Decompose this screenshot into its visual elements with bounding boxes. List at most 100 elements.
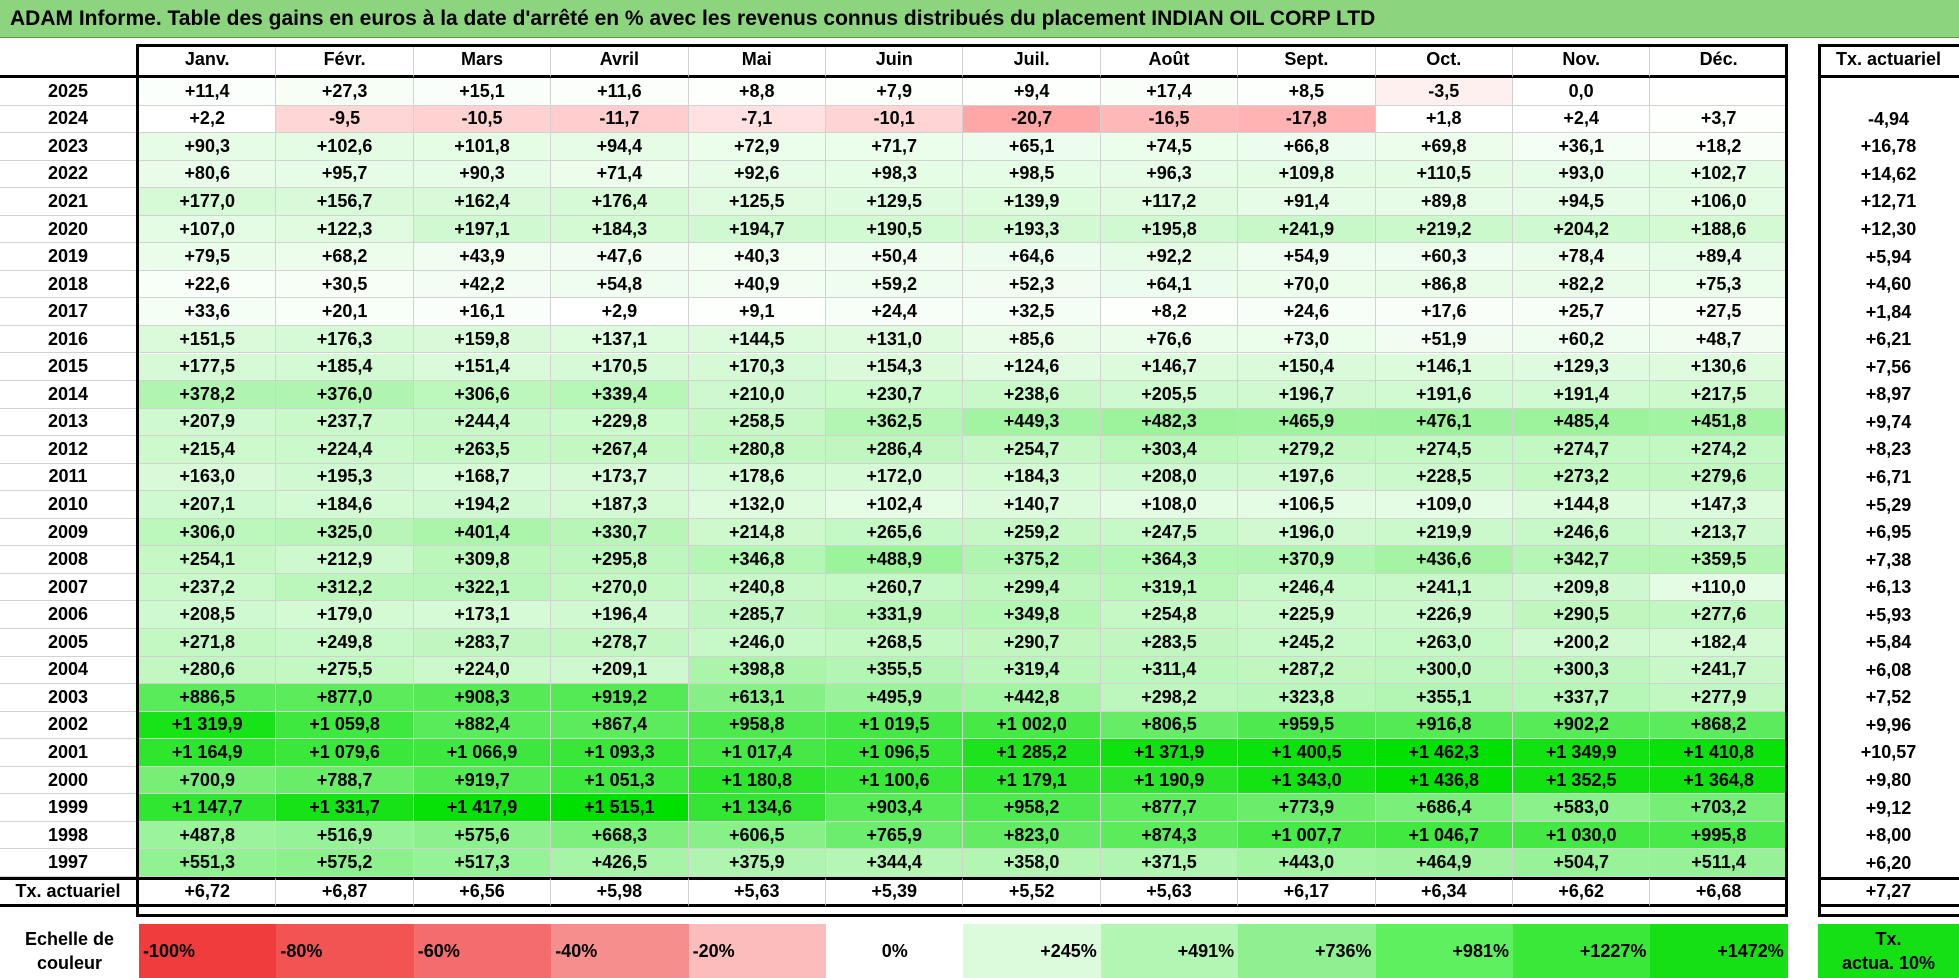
value-cell: +219,2 [1375,215,1513,244]
value-cell: +110,5 [1375,160,1513,189]
value-cell: +50,4 [826,243,964,271]
value-cell: +209,8 [1513,573,1651,602]
value-cell: +191,6 [1375,381,1513,409]
actuariel-value: +5,94 [1865,246,1912,267]
month-header: Sept. [1238,44,1376,78]
table-row: 2015 +177,5 +185,4 +151,4 +170,5 +170,3 +154,3… [0,353,1788,382]
year-label: 2006 [0,601,139,629]
value-cell: +230,7 [826,381,964,409]
value-cell: +224,0 [413,656,552,685]
value-cell: +270,0 [551,573,689,602]
value-cell: +184,6 [276,491,414,519]
table-row: 2011 +163,0 +195,3 +168,7 +173,7 +178,6 +172,0… [0,463,1788,492]
value-cell: -11,7 [551,105,689,134]
footer-value: +5,63 [1100,876,1239,907]
value-cell: +173,7 [551,463,689,492]
value-cell: +76,6 [1100,325,1239,354]
table-row: 2025 +11,4 +27,3 +15,1 +11,6 +8,8 +7,9 +9,4 +17,… [0,78,1788,106]
value-cell: +237,2 [139,573,277,602]
value-cell: +376,0 [276,381,414,409]
value-cell: +82,2 [1513,270,1651,299]
actuariel-value: +14,62 [1860,163,1917,184]
scale-swatch: -40% [551,924,689,978]
value-cell: +122,3 [276,215,414,244]
value-cell: +172,0 [826,463,964,492]
month-header: Déc. [1650,44,1788,78]
value-cell: -16,5 [1100,105,1239,134]
value-cell: +2,9 [551,298,689,326]
table-row: 2018 +22,6 +30,5 +42,2 +54,8 +40,9 +59,2 +52,3 +… [0,270,1788,299]
table-row: 1998 +487,8 +516,9 +575,6 +668,3 +606,5 +765,9… [0,821,1788,850]
value-cell: +375,2 [963,546,1101,574]
table-row: 2020 +107,0 +122,3 +197,1 +184,3 +194,7 +190,5… [0,215,1788,244]
value-cell: +583,0 [1513,794,1651,822]
value-cell: +107,0 [139,215,277,244]
page-title: ADAM Informe. Table des gains en euros à… [0,0,1959,38]
actuariel-value: +8,23 [1865,439,1912,460]
value-cell: +42,2 [413,270,552,299]
scale-actuariel: Tx. actua. 10% [1818,924,1959,978]
value-cell: +919,7 [413,766,552,795]
value-cell: +173,1 [413,601,552,629]
scale-swatch: +1227% [1513,924,1651,978]
year-label: 2000 [0,766,139,795]
value-cell: +109,0 [1375,491,1513,519]
value-cell: +25,7 [1513,298,1651,326]
value-cell: +176,3 [276,325,414,354]
actuariel-value: +6,95 [1865,522,1912,543]
value-cell: +378,2 [139,381,277,409]
value-cell: +362,5 [826,408,964,437]
value-cell: -7,1 [688,105,826,134]
footer-value: +6,72 [139,876,277,907]
value-cell: +2,4 [1513,105,1651,134]
value-cell: +168,7 [413,463,552,492]
value-cell: +215,4 [139,436,277,464]
year-label: 2003 [0,684,139,712]
value-cell: +146,1 [1375,353,1513,382]
value-cell: +154,3 [826,353,964,382]
value-cell: +303,4 [1100,436,1239,464]
value-cell: +465,9 [1238,408,1376,437]
year-label: 2005 [0,629,139,657]
value-cell: +877,7 [1100,794,1239,822]
table-row: 2017 +33,6 +20,1 +16,1 +2,9 +9,1 +24,4 +32,5 +8,… [0,298,1788,326]
value-cell: +485,4 [1513,408,1651,437]
value-cell: +487,8 [139,821,277,850]
value-cell: +1 352,5 [1513,766,1651,795]
value-cell: +346,8 [688,546,826,574]
value-cell: +24,4 [826,298,964,326]
value-cell: +275,5 [276,656,414,685]
year-label: 1999 [0,794,139,822]
value-cell: +286,4 [826,436,964,464]
value-cell: +80,6 [139,160,277,189]
value-cell: +995,8 [1650,821,1788,850]
table-row: 2000 +700,9 +788,7 +919,7 +1 051,3 +1 180,8 +1… [0,766,1788,795]
value-cell: +290,7 [963,629,1101,657]
value-cell: +40,3 [688,243,826,271]
year-label: 2013 [0,408,139,437]
value-cell: +24,6 [1238,298,1376,326]
year-label: 2001 [0,739,139,767]
value-cell: +358,0 [963,849,1101,877]
value-cell: +765,9 [826,821,964,850]
value-cell: +30,5 [276,270,414,299]
value-cell: +495,9 [826,684,964,712]
value-cell: +96,3 [1100,160,1239,189]
value-cell: +247,5 [1100,518,1239,547]
value-cell: +1 007,7 [1238,821,1376,850]
value-cell: +259,2 [963,518,1101,547]
value-cell: +101,8 [413,133,552,161]
value-cell: +90,3 [139,133,277,161]
value-cell: +265,6 [826,518,964,547]
value-cell: +219,9 [1375,518,1513,547]
value-cell: +249,8 [276,629,414,657]
table-row: 2005 +271,8 +249,8 +283,7 +278,7 +246,0 +268,5… [0,629,1788,657]
value-cell: +137,1 [551,325,689,354]
month-header: Févr. [276,44,414,78]
value-cell: +71,7 [826,133,964,161]
value-cell: +919,2 [551,684,689,712]
value-cell: +102,7 [1650,160,1788,189]
value-cell: +686,4 [1375,794,1513,822]
value-cell: +36,1 [1513,133,1651,161]
value-cell: +1 134,6 [688,794,826,822]
